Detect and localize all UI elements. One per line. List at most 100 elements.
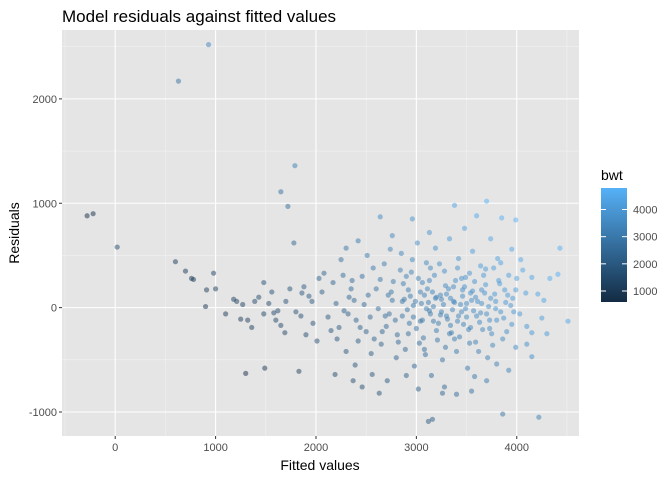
data-point	[314, 338, 320, 344]
data-point	[436, 261, 443, 267]
data-point	[460, 321, 467, 327]
data-point	[483, 282, 489, 288]
data-point	[529, 354, 535, 360]
data-point	[231, 296, 237, 302]
data-point	[381, 261, 387, 267]
data-point	[203, 287, 210, 293]
data-point	[426, 308, 433, 314]
data-point	[442, 344, 449, 350]
data-point	[499, 215, 505, 221]
data-point	[404, 307, 410, 313]
data-point	[379, 329, 385, 335]
data-point	[325, 314, 331, 320]
minor-gridlines	[62, 30, 579, 436]
data-point	[409, 257, 415, 263]
data-point	[432, 245, 439, 251]
data-point	[513, 344, 519, 350]
data-point	[303, 332, 309, 338]
data-point	[524, 323, 530, 330]
data-point	[421, 346, 428, 352]
data-point	[469, 248, 476, 254]
data-point	[471, 373, 478, 380]
data-point	[541, 297, 547, 303]
legend-tick-label: 2000	[633, 259, 657, 271]
data-point	[486, 303, 492, 310]
data-point	[471, 278, 478, 285]
data-point	[367, 314, 373, 320]
data-point	[529, 330, 535, 336]
data-point	[433, 327, 440, 334]
data-point	[536, 414, 542, 420]
data-point	[361, 301, 367, 308]
data-point	[458, 275, 465, 282]
data-point	[182, 268, 189, 274]
data-point	[411, 363, 417, 369]
data-point	[343, 348, 349, 355]
data-point	[309, 298, 315, 304]
major-gridlines	[62, 30, 579, 436]
data-point	[431, 272, 438, 278]
data-point	[210, 270, 217, 276]
data-point	[490, 342, 496, 348]
data-point	[426, 277, 433, 284]
data-point	[333, 300, 339, 307]
data-point	[278, 189, 284, 195]
data-point	[440, 301, 447, 308]
data-point	[485, 355, 491, 361]
data-point	[352, 362, 358, 368]
data-point	[332, 371, 338, 378]
data-point	[480, 326, 486, 333]
data-point	[468, 297, 475, 303]
data-point	[417, 289, 423, 295]
data-point	[446, 236, 453, 242]
data-point	[493, 298, 499, 304]
data-point	[443, 291, 450, 297]
data-point	[393, 355, 399, 361]
data-point	[449, 307, 456, 313]
chart-title: Model residuals against fitted values	[62, 7, 336, 26]
data-point	[269, 289, 275, 295]
data-point	[478, 263, 484, 269]
data-point	[509, 321, 515, 327]
data-point	[376, 390, 382, 396]
data-point	[524, 341, 530, 347]
data-point	[487, 325, 493, 332]
data-point	[287, 286, 293, 292]
legend-tick-label: 4000	[633, 204, 657, 216]
data-point	[506, 367, 512, 373]
data-point	[418, 300, 424, 307]
data-point	[456, 334, 463, 340]
data-point	[410, 314, 416, 320]
data-point	[469, 288, 476, 294]
data-point	[422, 351, 429, 358]
data-point	[466, 270, 473, 276]
data-point	[458, 309, 465, 315]
data-point	[394, 332, 400, 338]
data-point	[476, 348, 482, 355]
data-point	[470, 308, 477, 314]
y-tick-label: -1000	[29, 407, 57, 419]
data-point	[415, 275, 421, 282]
data-point	[388, 289, 394, 295]
data-point	[421, 292, 428, 298]
data-point	[383, 323, 389, 330]
data-point	[477, 319, 483, 325]
data-point	[457, 301, 464, 308]
data-point	[377, 276, 383, 283]
data-point	[375, 306, 381, 312]
data-point	[357, 324, 363, 331]
data-point	[419, 279, 425, 286]
data-point	[273, 317, 279, 323]
data-point	[451, 336, 458, 342]
data-point	[405, 287, 411, 293]
data-point	[454, 318, 461, 324]
data-point	[387, 246, 393, 252]
data-point	[430, 318, 437, 324]
data-point	[405, 331, 411, 337]
data-point	[410, 302, 416, 309]
data-point	[501, 315, 507, 321]
data-point	[346, 294, 352, 300]
data-point	[293, 309, 299, 315]
data-point	[547, 275, 553, 282]
data-point	[371, 336, 377, 342]
